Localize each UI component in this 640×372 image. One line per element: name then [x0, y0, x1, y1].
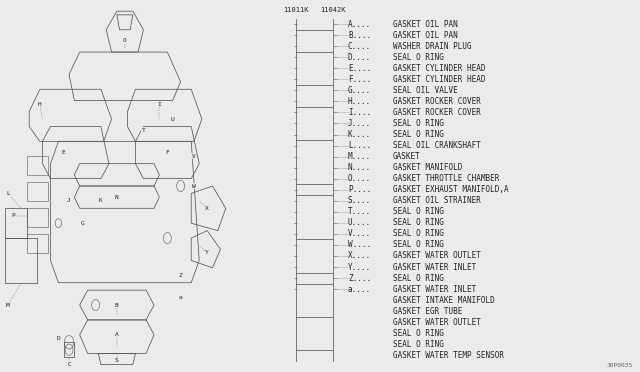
- Text: P....: P....: [348, 185, 371, 194]
- Text: SEAL O RING: SEAL O RING: [393, 53, 444, 62]
- Text: GASKET ROCKER COVER: GASKET ROCKER COVER: [393, 97, 481, 106]
- Text: X....: X....: [348, 251, 371, 260]
- Text: T....: T....: [348, 207, 371, 216]
- Text: L....: L....: [348, 141, 371, 150]
- Text: U....: U....: [348, 218, 371, 227]
- Text: I....: I....: [348, 108, 371, 117]
- Text: Y: Y: [205, 250, 209, 256]
- Text: SEAL O RING: SEAL O RING: [393, 329, 444, 338]
- Text: N: N: [115, 195, 119, 200]
- Text: J0P0035: J0P0035: [606, 363, 632, 368]
- Text: M: M: [6, 302, 10, 308]
- Text: GASKET THROTTLE CHAMBER: GASKET THROTTLE CHAMBER: [393, 174, 499, 183]
- Text: GASKET OIL STRAINER: GASKET OIL STRAINER: [393, 196, 481, 205]
- Text: V....: V....: [348, 230, 371, 238]
- Text: G....: G....: [348, 86, 371, 95]
- Text: Z: Z: [179, 273, 182, 278]
- Text: T: T: [141, 128, 145, 133]
- Text: K....: K....: [348, 130, 371, 139]
- Text: Y....: Y....: [348, 263, 371, 272]
- Text: SEAL O RING: SEAL O RING: [393, 273, 444, 283]
- Text: F....: F....: [348, 75, 371, 84]
- Text: 11042K: 11042K: [320, 7, 346, 13]
- Text: S: S: [115, 358, 119, 363]
- Text: SEAL O RING: SEAL O RING: [393, 130, 444, 139]
- Text: B: B: [115, 302, 119, 308]
- Text: GASKET: GASKET: [393, 152, 420, 161]
- Text: C: C: [67, 362, 71, 367]
- Text: GASKET WATER INLET: GASKET WATER INLET: [393, 285, 476, 294]
- Text: J....: J....: [348, 119, 371, 128]
- Text: SEAL O RING: SEAL O RING: [393, 119, 444, 128]
- Text: GASKET CYLINDER HEAD: GASKET CYLINDER HEAD: [393, 64, 485, 73]
- Text: GASKET WATER INLET: GASKET WATER INLET: [393, 263, 476, 272]
- Text: SEAL O RING: SEAL O RING: [393, 240, 444, 249]
- Text: 11011K: 11011K: [283, 7, 308, 13]
- Text: S....: S....: [348, 196, 371, 205]
- Text: WASHER DRAIN PLUG: WASHER DRAIN PLUG: [393, 42, 472, 51]
- Text: H: H: [38, 102, 42, 107]
- Text: GASKET EGR TUBE: GASKET EGR TUBE: [393, 307, 462, 316]
- Text: a: a: [179, 295, 182, 300]
- Text: D....: D....: [348, 53, 371, 62]
- Text: GASKET INTAKE MANIFOLD: GASKET INTAKE MANIFOLD: [393, 296, 495, 305]
- Text: SEAL O RING: SEAL O RING: [393, 230, 444, 238]
- Text: Z....: Z....: [348, 273, 371, 283]
- Text: SEAL O RING: SEAL O RING: [393, 218, 444, 227]
- Text: SEAL OIL CRANKSHAFT: SEAL OIL CRANKSHAFT: [393, 141, 481, 150]
- Text: GASKET OIL PAN: GASKET OIL PAN: [393, 31, 458, 40]
- Text: D: D: [56, 336, 60, 341]
- Text: L: L: [6, 191, 10, 196]
- Text: E: E: [62, 150, 66, 155]
- Text: W: W: [192, 183, 196, 189]
- Text: GASKET ROCKER COVER: GASKET ROCKER COVER: [393, 108, 481, 117]
- Text: W....: W....: [348, 240, 371, 249]
- Text: K: K: [99, 198, 103, 203]
- Text: GASKET CYLINDER HEAD: GASKET CYLINDER HEAD: [393, 75, 485, 84]
- Text: GASKET MANIFOLD: GASKET MANIFOLD: [393, 163, 462, 172]
- Text: GASKET OIL PAN: GASKET OIL PAN: [393, 20, 458, 29]
- Text: GASKET EXHAUST MANIFOLD,A: GASKET EXHAUST MANIFOLD,A: [393, 185, 509, 194]
- Text: I: I: [157, 102, 161, 107]
- Text: O....: O....: [348, 174, 371, 183]
- Text: a....: a....: [348, 285, 371, 294]
- Text: GASKET WATER OUTLET: GASKET WATER OUTLET: [393, 318, 481, 327]
- Text: GASKET WATER OUTLET: GASKET WATER OUTLET: [393, 251, 481, 260]
- Text: C....: C....: [348, 42, 371, 51]
- Text: X: X: [205, 206, 209, 211]
- Text: M....: M....: [348, 152, 371, 161]
- Text: G: G: [81, 221, 84, 226]
- Text: A....: A....: [348, 20, 371, 29]
- Text: SEAL O RING: SEAL O RING: [393, 340, 444, 349]
- Text: F: F: [166, 150, 169, 155]
- Text: SEAL OIL VALVE: SEAL OIL VALVE: [393, 86, 458, 95]
- Text: SEAL O RING: SEAL O RING: [393, 207, 444, 216]
- Text: A: A: [115, 332, 119, 337]
- Text: J: J: [67, 198, 71, 203]
- Text: N....: N....: [348, 163, 371, 172]
- Text: H....: H....: [348, 97, 371, 106]
- Text: O: O: [123, 38, 127, 44]
- Text: P: P: [12, 213, 15, 218]
- Text: V: V: [192, 154, 196, 159]
- Text: GASKET WATER TEMP SENSOR: GASKET WATER TEMP SENSOR: [393, 351, 504, 360]
- Text: B....: B....: [348, 31, 371, 40]
- Text: E....: E....: [348, 64, 371, 73]
- Text: U: U: [171, 116, 175, 122]
